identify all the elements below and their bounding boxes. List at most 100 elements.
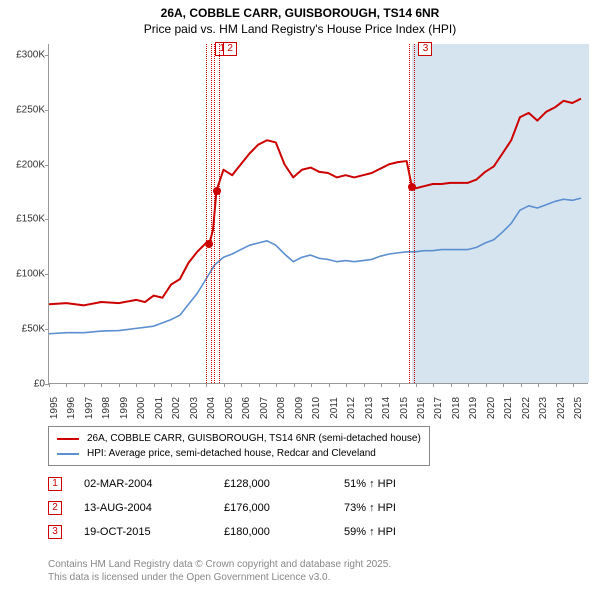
sales-table: 1 02-MAR-2004£128,00051% ↑ HPI 2 13-AUG-200… [48,472,464,544]
chart-lines-svg [49,44,588,383]
sales-row-date: 13-AUG-2004 [84,502,224,514]
x-tick-label: 2008 [276,397,287,419]
x-tick-label: 2009 [294,397,305,419]
sales-row-hpi: 73% ↑ HPI [344,502,464,514]
x-tick-label: 2024 [556,397,567,419]
x-tick-mark [294,383,295,387]
x-tick-label: 2011 [329,397,340,419]
sale-marker-box: 3 [418,42,432,56]
x-tick-mark [154,383,155,387]
x-tick-label: 2022 [521,397,532,419]
x-tick-label: 2017 [433,397,444,419]
x-tick-mark [573,383,574,387]
x-tick-mark [556,383,557,387]
x-tick-mark [399,383,400,387]
x-tick-mark [259,383,260,387]
legend-row: HPI: Average price, semi-detached house,… [57,446,421,461]
x-tick-mark [276,383,277,387]
sales-row-date: 02-MAR-2004 [84,478,224,490]
y-tick-mark [45,274,49,275]
y-tick-label: £100K [5,269,45,280]
sale-dot [205,240,213,248]
sales-table-row: 2 13-AUG-2004£176,00073% ↑ HPI [48,496,464,520]
sale-dot [213,187,221,195]
sales-row-date: 19-OCT-2015 [84,526,224,538]
sales-row-price: £180,000 [224,526,344,538]
x-tick-label: 2007 [259,397,270,419]
chart-container: 26A, COBBLE CARR, GUISBOROUGH, TS14 6NR … [0,0,600,590]
x-tick-mark [224,383,225,387]
attribution-line1: Contains HM Land Registry data © Crown c… [48,558,391,571]
x-tick-label: 2020 [486,397,497,419]
x-tick-label: 2002 [171,397,182,419]
legend-row: 26A, COBBLE CARR, GUISBOROUGH, TS14 6NR … [57,431,421,446]
x-tick-label: 2019 [468,397,479,419]
x-tick-mark [433,383,434,387]
attribution-line2: This data is licensed under the Open Gov… [48,571,391,584]
y-tick-mark [45,110,49,111]
sales-row-hpi: 59% ↑ HPI [344,526,464,538]
sales-row-marker: 3 [48,525,62,539]
sales-row-price: £128,000 [224,478,344,490]
chart-legend: 26A, COBBLE CARR, GUISBOROUGH, TS14 6NR … [48,426,430,466]
sales-row-hpi: 51% ↑ HPI [344,478,464,490]
x-tick-mark [451,383,452,387]
y-tick-label: £300K [5,49,45,60]
x-tick-mark [136,383,137,387]
x-tick-mark [241,383,242,387]
x-tick-label: 2013 [364,397,375,419]
sale-marker-line [214,44,220,383]
chart-title: 26A, COBBLE CARR, GUISBOROUGH, TS14 6NR [0,0,600,22]
y-tick-label: £0 [5,379,45,390]
x-tick-label: 2000 [136,397,147,419]
x-tick-label: 2014 [381,397,392,419]
sales-table-row: 1 02-MAR-2004£128,00051% ↑ HPI [48,472,464,496]
x-tick-mark [84,383,85,387]
x-tick-label: 1995 [49,397,60,419]
x-tick-mark [346,383,347,387]
sale-marker-line [206,44,212,383]
x-tick-label: 1997 [84,397,95,419]
x-tick-label: 1996 [66,397,77,419]
legend-swatch [57,453,79,455]
x-tick-mark [538,383,539,387]
sales-row-price: £176,000 [224,502,344,514]
y-tick-label: £150K [5,214,45,225]
x-tick-mark [521,383,522,387]
x-tick-label: 2018 [451,397,462,419]
attribution-text: Contains HM Land Registry data © Crown c… [48,558,391,584]
x-tick-label: 2012 [346,397,357,419]
sales-table-row: 3 19-OCT-2015£180,00059% ↑ HPI [48,520,464,544]
x-tick-mark [486,383,487,387]
sale-dot [408,183,416,191]
chart-plot-area: £0£50K£100K£150K£200K£250K£300K199519961… [48,44,588,384]
y-tick-label: £50K [5,324,45,335]
x-tick-mark [119,383,120,387]
sales-row-marker: 1 [48,477,62,491]
chart-subtitle: Price paid vs. HM Land Registry's House … [0,22,600,38]
x-tick-mark [49,383,50,387]
x-tick-mark [381,383,382,387]
y-tick-label: £200K [5,159,45,170]
x-tick-mark [468,383,469,387]
x-tick-label: 2006 [241,397,252,419]
sale-marker-line [409,44,415,383]
x-tick-label: 2021 [503,397,514,419]
sales-row-marker: 2 [48,501,62,515]
x-tick-mark [66,383,67,387]
legend-label: HPI: Average price, semi-detached house,… [87,446,376,461]
x-tick-mark [311,383,312,387]
x-tick-mark [503,383,504,387]
x-tick-label: 2001 [154,397,165,419]
x-tick-mark [171,383,172,387]
x-tick-mark [101,383,102,387]
x-tick-mark [416,383,417,387]
sale-marker-box: 2 [223,42,237,56]
y-tick-mark [45,55,49,56]
x-tick-label: 1999 [119,397,130,419]
x-tick-mark [206,383,207,387]
y-tick-mark [45,219,49,220]
legend-swatch [57,438,79,440]
x-tick-label: 2015 [399,397,410,419]
x-tick-label: 1998 [101,397,112,419]
